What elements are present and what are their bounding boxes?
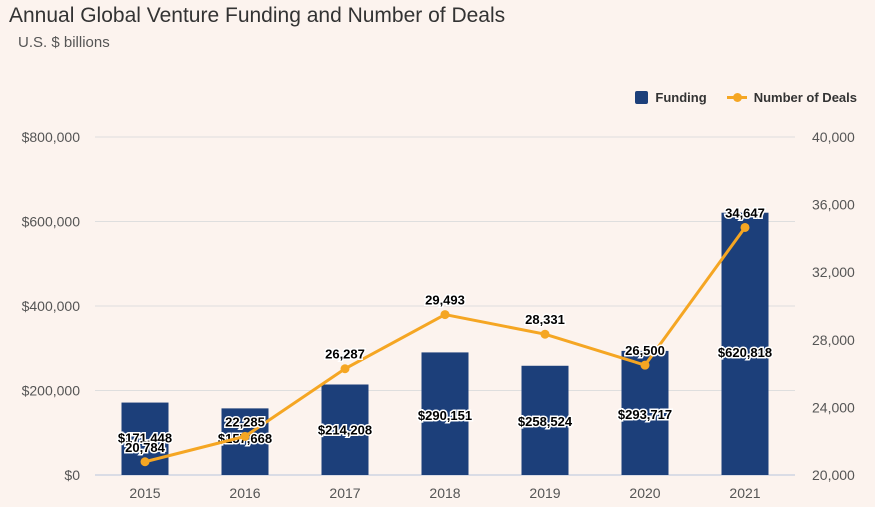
point-deals xyxy=(140,457,150,467)
y-right-tick-label: 40,000 xyxy=(812,129,855,145)
point-deals xyxy=(240,431,250,441)
point-deals xyxy=(340,364,350,374)
bar-funding xyxy=(721,212,769,475)
y-left-tick-label: $800,000 xyxy=(22,129,81,145)
x-tick-label: 2020 xyxy=(629,485,660,501)
bar-data-label: $214,208 xyxy=(318,422,372,437)
bar-funding xyxy=(421,352,469,475)
y-right-tick-label: 28,000 xyxy=(812,332,855,348)
y-right-tick-label: 20,000 xyxy=(812,467,855,483)
x-tick-label: 2018 xyxy=(429,485,460,501)
legend-swatch-funding xyxy=(635,91,649,104)
legend-item-deals[interactable]: Number of Deals xyxy=(726,90,857,105)
bar-funding xyxy=(621,350,669,475)
bar-data-label: $290,151 xyxy=(418,408,472,423)
y-right-tick-label: 36,000 xyxy=(812,197,855,213)
bar-funding xyxy=(521,365,569,475)
line-data-label: 20,784 xyxy=(125,440,166,455)
bar-data-label: $293,717 xyxy=(618,407,672,422)
chart-subtitle: U.S. $ billions xyxy=(18,34,110,51)
chart-legend: Funding Number of Deals xyxy=(635,90,857,105)
point-deals xyxy=(740,222,750,232)
line-data-label: 26,287 xyxy=(325,347,365,362)
chart-title: Annual Global Venture Funding and Number… xyxy=(9,4,506,27)
line-data-label: 28,331 xyxy=(525,312,565,327)
line-data-label: 34,647 xyxy=(725,205,765,220)
x-tick-label: 2017 xyxy=(329,485,360,501)
y-left-tick-label: $400,000 xyxy=(22,298,81,314)
x-tick-label: 2021 xyxy=(729,485,760,501)
y-right-tick-label: 32,000 xyxy=(812,264,855,280)
point-deals xyxy=(540,329,550,339)
legend-label-deals: Number of Deals xyxy=(753,90,857,105)
line-data-label: 26,500 xyxy=(625,343,665,358)
legend-label-funding: Funding xyxy=(655,90,707,105)
line-data-label: 22,285 xyxy=(225,414,265,429)
y-left-tick-label: $600,000 xyxy=(22,214,81,230)
point-deals xyxy=(640,360,650,370)
legend-item-funding[interactable]: Funding xyxy=(635,90,707,105)
bar-data-label: $258,524 xyxy=(518,414,573,429)
point-deals xyxy=(440,310,450,320)
legend-swatch-deals xyxy=(726,93,747,102)
y-left-tick-label: $200,000 xyxy=(22,383,81,399)
y-right-tick-label: 24,000 xyxy=(812,399,855,415)
x-tick-label: 2015 xyxy=(129,485,160,501)
x-tick-label: 2019 xyxy=(529,485,560,501)
y-left-tick-label: $0 xyxy=(64,467,80,483)
bar-funding xyxy=(321,384,369,475)
x-tick-label: 2016 xyxy=(229,485,260,501)
bar-data-label: $620,818 xyxy=(718,345,772,360)
bar-data-label: $171,448 xyxy=(118,430,172,445)
line-data-label: 29,493 xyxy=(425,293,465,308)
